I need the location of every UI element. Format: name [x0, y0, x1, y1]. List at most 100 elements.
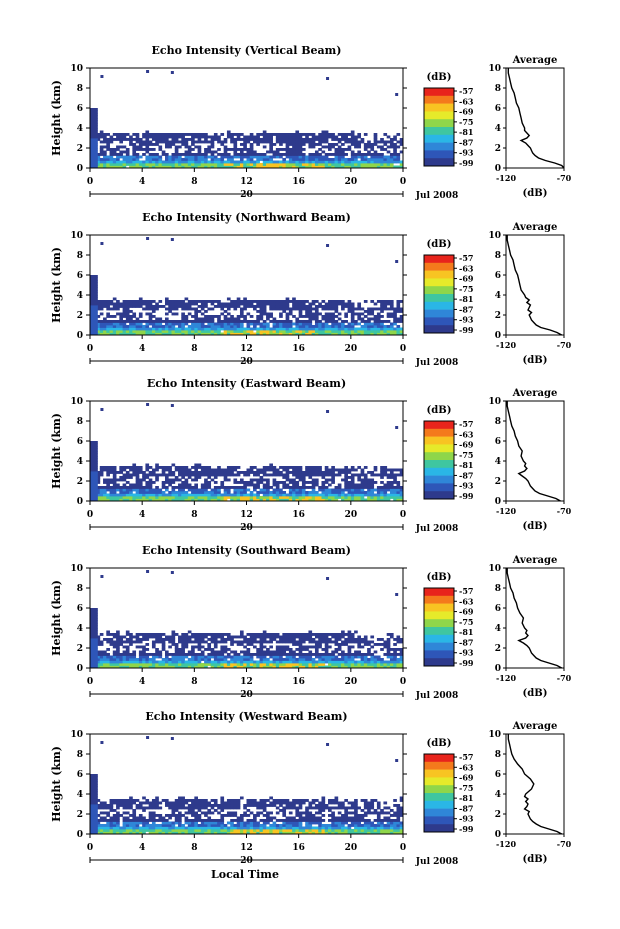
heatmap-cell — [272, 665, 277, 669]
heatmap-cell — [272, 320, 277, 323]
heatmap-cell — [164, 638, 169, 641]
heatmap-cell — [282, 638, 287, 641]
heatmap-cell — [119, 831, 124, 835]
heatmap-cell — [158, 305, 163, 308]
heatmap-cell — [187, 305, 192, 308]
heatmap-cell — [393, 478, 397, 482]
heatmap-cell — [132, 488, 137, 492]
heatmap-cell — [90, 625, 98, 629]
heatmap-cell — [396, 158, 401, 161]
heatmap-cell — [155, 799, 159, 802]
heatmap-cell — [103, 320, 107, 323]
heatmap-cell — [236, 153, 241, 156]
heatmap-cell — [155, 478, 159, 482]
heatmap-cell — [393, 148, 397, 151]
heatmap-cell — [135, 496, 140, 499]
heatmap-cell — [367, 486, 371, 489]
heatmap-cell — [295, 158, 300, 161]
heatmap-cell — [321, 493, 326, 497]
heatmap-cell — [292, 663, 296, 666]
heatmap-cell — [106, 163, 110, 166]
heatmap-cell — [197, 300, 202, 303]
heatmap-cell — [376, 160, 381, 164]
heatmap-cell — [269, 148, 273, 151]
heatmap-cell — [151, 155, 156, 159]
heatmap-cell — [373, 327, 378, 331]
heatmap-cell — [269, 315, 273, 318]
heatmap-cell — [318, 153, 322, 156]
heatmap-cell — [236, 160, 241, 164]
heatmap-cell — [363, 153, 368, 156]
heatmap-cell — [217, 633, 221, 636]
heatmap-cell — [386, 645, 391, 649]
heatmap-cell — [125, 829, 130, 832]
heatmap-cell — [168, 640, 172, 644]
heatmap-cell — [305, 332, 309, 336]
heatmap-cell — [142, 658, 146, 661]
heatmap-cell — [253, 138, 257, 141]
heatmap-cell — [288, 332, 293, 336]
heatmap-cell — [350, 488, 355, 492]
heatmap-cell — [145, 826, 150, 830]
heatmap-cell — [269, 133, 273, 136]
heatmap-cell — [266, 648, 270, 651]
heatmap-cell — [90, 461, 98, 464]
heatmap-cell — [305, 305, 309, 308]
heatmap-cell — [213, 165, 218, 169]
heatmap-cell — [129, 799, 133, 802]
heatmap-cell — [386, 325, 391, 328]
profile-y-tick-label: 2 — [495, 477, 501, 487]
heatmap-cell — [122, 315, 127, 318]
heatmap-cell — [197, 801, 202, 805]
heatmap-cell — [311, 471, 316, 474]
heatmap-cell — [292, 493, 296, 497]
heatmap-cell — [370, 645, 375, 649]
heatmap-cell — [311, 481, 316, 484]
heatmap-cell — [90, 300, 98, 303]
heatmap-cell — [161, 320, 166, 323]
heatmap-cell — [266, 325, 270, 328]
heatmap-cell — [328, 143, 332, 146]
heatmap-cell — [145, 135, 150, 139]
heatmap-cell — [220, 663, 225, 666]
colorbar-tick-label: -99 — [459, 158, 474, 168]
heatmap-cell — [396, 491, 401, 494]
heatmap-cell — [191, 138, 195, 141]
heatmap-cell — [181, 655, 185, 659]
heatmap-cell — [380, 471, 384, 474]
heatmap-cell — [96, 300, 101, 303]
heatmap-cell — [249, 133, 254, 136]
heatmap-cell — [389, 468, 394, 472]
heatmap-cell — [363, 322, 368, 326]
heatmap-cell — [236, 496, 241, 499]
heatmap-cell — [90, 643, 98, 646]
heatmap-cell — [155, 307, 159, 311]
heatmap-cell — [204, 799, 208, 802]
heatmap-cell — [301, 160, 306, 164]
heatmap-cell — [285, 300, 290, 303]
heatmap-cell — [174, 498, 179, 502]
heatmap-cell — [292, 297, 296, 301]
heatmap-cell — [249, 322, 254, 326]
heatmap-cell — [347, 476, 352, 479]
heatmap-cell — [344, 140, 348, 144]
heatmap-cell — [357, 160, 362, 164]
heatmap-cell — [308, 153, 313, 156]
heatmap-cell — [171, 320, 176, 323]
heatmap-cell — [148, 471, 153, 474]
heatmap-cell — [305, 471, 309, 474]
heatmap-cell — [243, 160, 247, 164]
heatmap-cell — [292, 322, 296, 326]
heatmap-cell — [373, 330, 378, 333]
heatmap-cell — [367, 150, 371, 154]
heatmap-cell — [243, 305, 247, 308]
heatmap-cell — [132, 640, 137, 644]
heatmap-cell — [393, 473, 397, 477]
heatmap-cell — [132, 148, 137, 151]
heatmap-cell — [226, 493, 231, 497]
heatmap-cell — [347, 332, 352, 336]
heatmap-cell — [168, 826, 172, 830]
heatmap-cell — [181, 163, 185, 166]
profile-x-label: (dB) — [523, 688, 548, 699]
heatmap-cell — [256, 493, 260, 497]
